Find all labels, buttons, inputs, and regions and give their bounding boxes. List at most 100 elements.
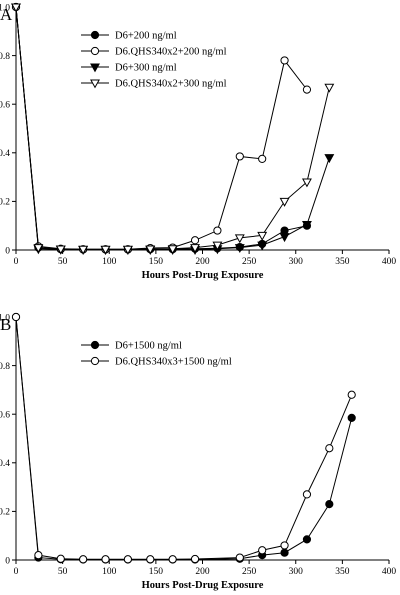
data-point xyxy=(279,233,290,243)
data-point xyxy=(34,551,43,560)
data-point xyxy=(347,413,356,422)
legend-label: D6.QHS340x2+300 ng/ml xyxy=(115,79,227,90)
x-tick-label: 200 xyxy=(195,567,210,577)
series-1 xyxy=(11,312,356,564)
legend: D6+1500 ng/ml D6.QHS340x3+1500 ng/ml xyxy=(81,341,232,368)
data-point xyxy=(213,226,222,235)
legend-marker xyxy=(90,79,100,89)
y-tick-label: 0.6 xyxy=(0,101,10,111)
data-point xyxy=(257,241,268,251)
x-tick-label: 100 xyxy=(102,257,117,267)
data-point xyxy=(190,554,200,564)
data-point xyxy=(258,154,267,163)
data-point xyxy=(257,231,268,241)
x-tick-label: 400 xyxy=(382,567,397,577)
x-tick-label: 150 xyxy=(149,567,164,577)
data-point xyxy=(78,245,89,255)
x-tick-label: 0 xyxy=(14,257,19,267)
x-tick-label: 300 xyxy=(289,567,304,577)
x-tick-label: 250 xyxy=(242,567,257,577)
legend-marker xyxy=(90,30,100,40)
x-tick-label: 350 xyxy=(335,257,350,267)
data-point xyxy=(190,244,200,254)
y-tick-label: 0 xyxy=(5,246,10,256)
data-point xyxy=(190,236,200,245)
x-tick-label: 150 xyxy=(149,257,164,267)
x-tick-label: 0 xyxy=(14,567,19,577)
legend-label: D6.QHS340x3+1500 ng/ml xyxy=(115,357,232,368)
data-point xyxy=(301,178,312,188)
y-tick-label: 0.4 xyxy=(0,459,10,469)
y-tick-label: 1.0 xyxy=(0,313,10,323)
data-point xyxy=(234,244,245,254)
panel-letter: B xyxy=(0,315,11,334)
data-point xyxy=(324,83,335,93)
data-point xyxy=(33,244,44,254)
x-tick-label: 50 xyxy=(58,567,68,577)
series-line xyxy=(15,316,353,561)
data-point xyxy=(235,553,244,562)
legend-marker xyxy=(90,46,100,56)
series-line xyxy=(15,6,308,251)
series-line xyxy=(15,6,330,250)
y-tick-label: 0 xyxy=(5,556,10,566)
data-point xyxy=(145,245,156,255)
data-point xyxy=(100,245,111,255)
series-line xyxy=(15,316,353,560)
data-point xyxy=(280,56,289,65)
data-point xyxy=(347,390,356,399)
y-tick-label: 0.8 xyxy=(0,362,10,372)
legend-label: D6+300 ng/ml xyxy=(115,63,177,74)
legend-label: D6+1500 ng/ml xyxy=(115,341,182,352)
data-point xyxy=(280,226,289,235)
legend-label: D6+200 ng/ml xyxy=(115,31,177,42)
series-4 xyxy=(11,3,335,255)
x-tick-label: 100 xyxy=(102,567,117,577)
legend-item: D6+300 ng/ml xyxy=(81,63,177,74)
legend-item: D6+1500 ng/ml xyxy=(81,341,182,352)
data-point xyxy=(101,555,110,564)
data-point xyxy=(324,154,335,164)
data-point xyxy=(235,152,244,161)
data-point xyxy=(146,555,155,564)
data-point xyxy=(122,245,133,255)
data-point xyxy=(11,3,21,13)
series-2 xyxy=(11,312,356,564)
data-point xyxy=(302,85,312,94)
x-tick-label: 350 xyxy=(335,567,350,577)
x-axis-label: Hours Post-Drug Exposure xyxy=(142,270,264,281)
data-point xyxy=(301,220,312,230)
data-point xyxy=(258,546,267,555)
data-point xyxy=(234,234,245,244)
x-axis-label: Hours Post-Drug Exposure xyxy=(142,580,264,591)
legend-item: D6.QHS340x3+1500 ng/ml xyxy=(81,357,232,368)
legend-marker xyxy=(90,63,100,73)
data-point xyxy=(325,500,334,509)
data-point xyxy=(280,548,289,557)
x-tick-label: 300 xyxy=(289,257,304,267)
series-line xyxy=(15,6,330,251)
legend: D6+200 ng/ml D6.QHS340x2+200 ng/ml D6+300 … xyxy=(81,31,227,90)
legend-label: D6.QHS340x2+200 ng/ml xyxy=(115,47,227,58)
data-point xyxy=(55,245,66,255)
x-tick-label: 250 xyxy=(242,257,257,267)
x-tick-label: 200 xyxy=(195,257,210,267)
data-point xyxy=(11,312,21,322)
data-point xyxy=(280,541,289,550)
data-point xyxy=(212,241,223,251)
chart-panel-a: A 0 50 100 150 200 250 300 350 400 0 0.2 0.4 0.6 0.8 1.… xyxy=(0,2,396,281)
chart-panel-b: B 0 50 100 150 200 250 300 350 400 0 0.2 0.4 0.6 0.8 1.… xyxy=(0,312,397,591)
legend-item: D6.QHS340x2+200 ng/ml xyxy=(81,47,227,58)
y-tick-label: 0.2 xyxy=(0,508,10,518)
panel-letter: A xyxy=(0,5,13,24)
legend-marker xyxy=(90,356,100,366)
data-point xyxy=(325,444,334,453)
y-tick-label: 0.4 xyxy=(0,149,10,159)
data-point xyxy=(167,245,178,255)
y-tick-label: 0.6 xyxy=(0,411,10,421)
series-line xyxy=(15,6,308,250)
data-point xyxy=(302,535,312,544)
x-tick-label: 50 xyxy=(58,257,68,267)
data-point xyxy=(279,197,290,207)
